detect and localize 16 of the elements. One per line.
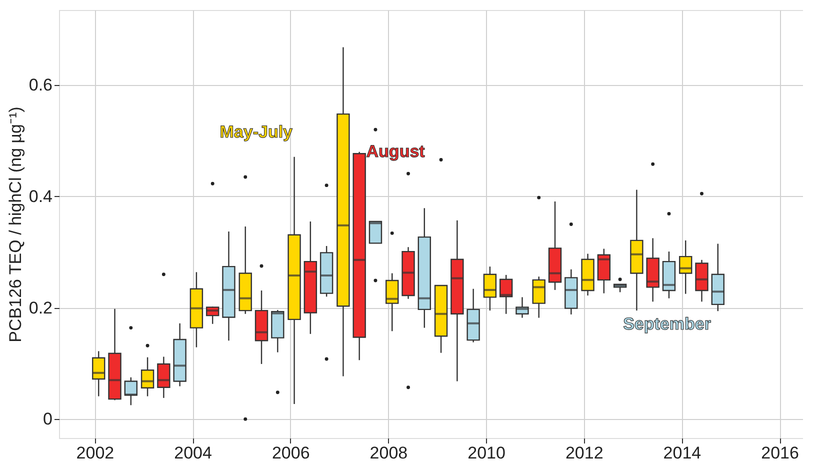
x-tick-label: 2008 — [370, 444, 408, 462]
x-tick-label: 2014 — [663, 444, 702, 462]
series-label: September — [623, 314, 712, 334]
y-axis-title: PCB126 TEQ / highCl (ng µg⁻¹) — [6, 106, 25, 342]
x-tick-label: 2004 — [174, 444, 212, 462]
text: May-July — [220, 122, 294, 142]
y-tick-label: 0 — [43, 410, 52, 429]
x-tick-label: 2010 — [468, 444, 506, 462]
x-tick-label: 2006 — [272, 444, 310, 462]
y-tick-label: 0.2 — [28, 298, 52, 318]
x-tick-label: 2002 — [76, 444, 114, 462]
series-label: August — [366, 142, 426, 161]
x-tick-label: 2012 — [565, 444, 604, 462]
y-tick-label: 0.4 — [28, 186, 52, 206]
x-tick-label: 2016 — [761, 444, 799, 462]
y-tick-label: 0.6 — [28, 76, 52, 95]
